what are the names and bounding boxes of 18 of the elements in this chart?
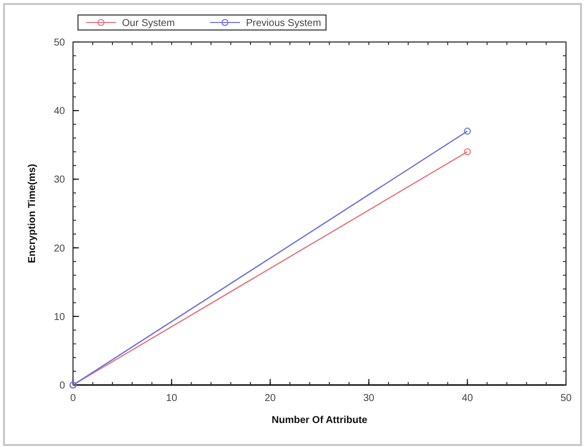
x-tick-label: 40 xyxy=(462,393,474,404)
y-tick-label: 50 xyxy=(54,38,66,48)
legend-label: Previous System xyxy=(246,18,322,29)
y-tick-label: 40 xyxy=(54,106,66,118)
point xyxy=(464,148,471,156)
x-tick-label: 50 xyxy=(560,393,572,404)
x-tick-label: 0 xyxy=(70,393,76,404)
y-tick-label: 20 xyxy=(54,243,66,254)
x-axis-title: Number Of Attribute xyxy=(272,415,368,426)
x-tick-label: 20 xyxy=(264,393,276,404)
x-tick-label: 10 xyxy=(166,393,178,404)
y-tick-label: 0 xyxy=(59,380,66,392)
y-tick-label: 30 xyxy=(54,174,66,186)
point xyxy=(464,128,471,135)
x-tick-label: 30 xyxy=(363,393,375,404)
y-axis-title: Encryption Time(ms) xyxy=(27,164,38,264)
legend-label: Our System xyxy=(122,18,175,29)
y-tick-label: 10 xyxy=(54,312,66,323)
